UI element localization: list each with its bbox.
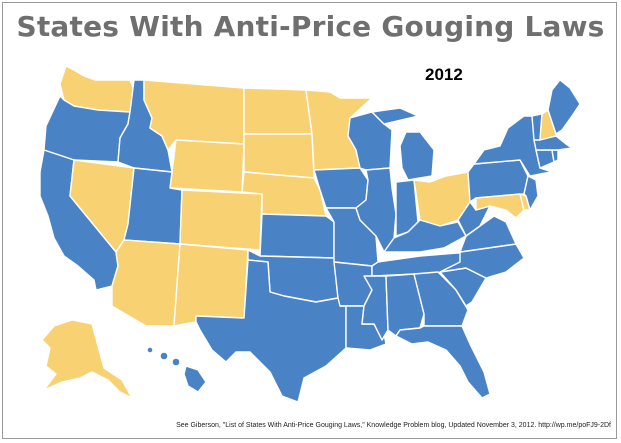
state-hawaii [146, 346, 207, 393]
state-colorado [179, 189, 263, 251]
state-georgia [413, 271, 469, 327]
state-south-dakota [243, 133, 315, 179]
state-illinois [355, 167, 397, 253]
state-alaska [41, 319, 133, 399]
year-label: 2012 [425, 65, 463, 84]
state-michigan [371, 107, 435, 181]
state-north-dakota [243, 87, 313, 135]
state-new-jersey [523, 175, 539, 211]
state-kentucky [383, 219, 467, 253]
state-florida [395, 325, 491, 399]
state-arizona [111, 239, 181, 327]
state-arkansas [333, 261, 373, 307]
state-connecticut [535, 149, 555, 169]
state-kansas [259, 213, 335, 259]
state-maine [547, 79, 581, 135]
state-wyoming [169, 139, 245, 193]
state-new-hampshire [539, 109, 557, 141]
map-title: States With Anti-Price Gouging Laws [16, 10, 605, 43]
state-texas [195, 259, 347, 403]
source-credit: See Giberson, "List of States With Anti-… [176, 422, 611, 429]
state-new-mexico [173, 243, 249, 327]
